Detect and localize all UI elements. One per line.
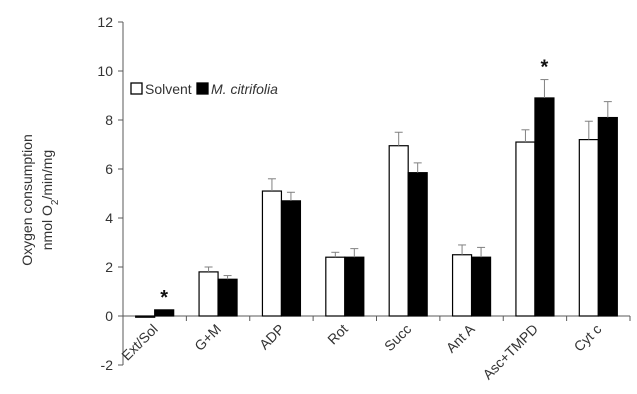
bar-solvent [325, 256, 346, 317]
bars: ** [135, 57, 618, 318]
bar-m-citrifolia [407, 172, 428, 317]
y-tick-label: 4 [105, 210, 113, 226]
bar-solvent [578, 139, 599, 317]
y-tick-label: 2 [105, 259, 113, 275]
legend-swatch-m-citrifolia [196, 82, 209, 95]
y-tick-label: 0 [105, 308, 113, 324]
x-tick-label: Cyt c [571, 321, 605, 355]
bar-solvent [198, 271, 219, 317]
x-tick-label: G+M [191, 321, 224, 354]
bar-solvent [515, 141, 536, 317]
x-tick-label: Rot [324, 321, 351, 348]
significance-marker: * [541, 57, 549, 79]
bar-m-citrifolia [344, 256, 365, 317]
y-axis-label-line2: nmol O2/min/mg [39, 150, 61, 250]
y-tick-label: 6 [105, 161, 113, 177]
legend-label-solvent: Solvent [145, 81, 192, 97]
y-tick-label: 12 [97, 14, 113, 30]
x-tick-label: Ant A [443, 320, 478, 355]
bar-solvent [451, 254, 473, 317]
y-axis-label-line1: Oxygen consumption [19, 134, 35, 266]
legend-label-m-citrifolia: M. citrifolia [211, 81, 278, 97]
bar-solvent [135, 315, 156, 318]
bar-solvent [388, 145, 409, 317]
bar-m-citrifolia [217, 278, 238, 317]
x-tick-label: ADP [256, 321, 288, 353]
bar-m-citrifolia [154, 309, 175, 317]
x-tick-labels: Ext/Sol G+M ADP Rot Succ Ant A Asc+TMPD Cyt c [118, 320, 604, 382]
bar-m-citrifolia [470, 256, 492, 317]
y-axis-label: Oxygen consumption nmol O2/min/mg [19, 134, 61, 266]
bar-m-citrifolia [534, 97, 555, 317]
x-tick-label: Ext/Sol [118, 321, 161, 364]
bar-m-citrifolia [280, 200, 302, 317]
y-tick-label: 8 [105, 112, 113, 128]
legend-swatch-solvent [130, 82, 143, 95]
bar-solvent [261, 190, 283, 317]
x-tick-label: Succ [381, 321, 414, 354]
x-tick-label: Asc+TMPD [479, 321, 541, 383]
significance-marker: * [160, 287, 168, 309]
y-tick-label: 10 [97, 63, 113, 79]
y-tick-label: -2 [101, 357, 114, 373]
bar-m-citrifolia [597, 116, 618, 317]
legend: Solvent M. citrifolia [130, 81, 278, 97]
